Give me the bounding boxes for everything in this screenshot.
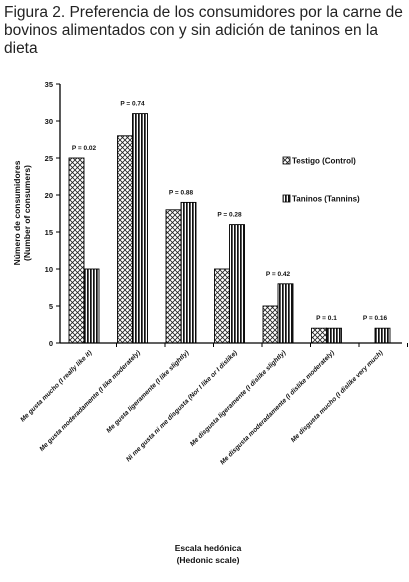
legend-label-tannins: Taninos (Tannins) xyxy=(292,195,360,204)
ticks-layer: 0 5 10 15 20 25 30 35 xyxy=(45,80,408,348)
category-label: Ni me gusta ni me disgusta (Nor I like o… xyxy=(125,349,239,463)
category-label: Me disgusta mucho (I dislike very much) xyxy=(290,349,385,444)
bar-control xyxy=(214,268,230,344)
category-label: Me disgusta ligeramente (I dislike sligh… xyxy=(189,349,287,447)
p-value-label: P = 0.28 xyxy=(217,212,242,219)
bar-tannins xyxy=(229,224,245,344)
y-tick-label: 25 xyxy=(45,154,53,163)
legend-swatch-tannins xyxy=(282,194,291,203)
bar-control xyxy=(311,327,327,344)
y-axis-title: Número de consumidores xyxy=(12,160,22,265)
category-label: Me gusta moderadamente (I like moderatel… xyxy=(38,349,141,452)
y-tick-label: 35 xyxy=(45,80,53,89)
y-tick-label: 10 xyxy=(45,265,53,274)
bar-tannins xyxy=(326,327,342,344)
p-value-label: P = 0.16 xyxy=(363,315,388,322)
y-tick-label: 30 xyxy=(45,117,53,126)
bar-tannins xyxy=(132,113,148,344)
p-value-label: P = 0.42 xyxy=(266,271,291,278)
y-axis-title-en: (Number of consumers) xyxy=(22,165,32,261)
p-value-label: P = 0.1 xyxy=(316,315,337,322)
legend-label-control: Testigo (Control) xyxy=(292,157,356,166)
legend: Testigo (Control) Taninos (Tannins) xyxy=(282,156,360,204)
bar-control xyxy=(262,305,279,344)
legend-swatch-control xyxy=(282,156,291,165)
y-tick-label: 0 xyxy=(49,339,53,348)
x-axis-title: Escala hedónica xyxy=(175,543,242,553)
bar-control xyxy=(165,209,182,344)
bar-tannins xyxy=(277,283,294,344)
x-axis-title-en: (Hedonic scale) xyxy=(177,555,240,565)
bar-tannins xyxy=(83,268,100,344)
bar-control xyxy=(68,157,85,344)
p-value-label: P = 0.74 xyxy=(120,101,145,108)
y-tick-label: 20 xyxy=(45,191,53,200)
y-tick-label: 15 xyxy=(45,228,53,237)
bar-tannins xyxy=(374,327,391,344)
category-label: Me gusta ligeramente (I like slightly) xyxy=(105,349,190,434)
p-value-label: P = 0.02 xyxy=(72,145,97,152)
bars-layer xyxy=(68,113,391,344)
bar-control xyxy=(117,135,133,344)
bar-tannins xyxy=(180,201,197,344)
y-tick-label: 5 xyxy=(49,302,53,311)
category-label: Me disgusta moderadamente (I dislike mod… xyxy=(219,349,336,466)
p-value-label: P = 0.88 xyxy=(169,189,194,196)
figure-caption: Figura 2. Preferencia de los consumidore… xyxy=(4,4,403,57)
